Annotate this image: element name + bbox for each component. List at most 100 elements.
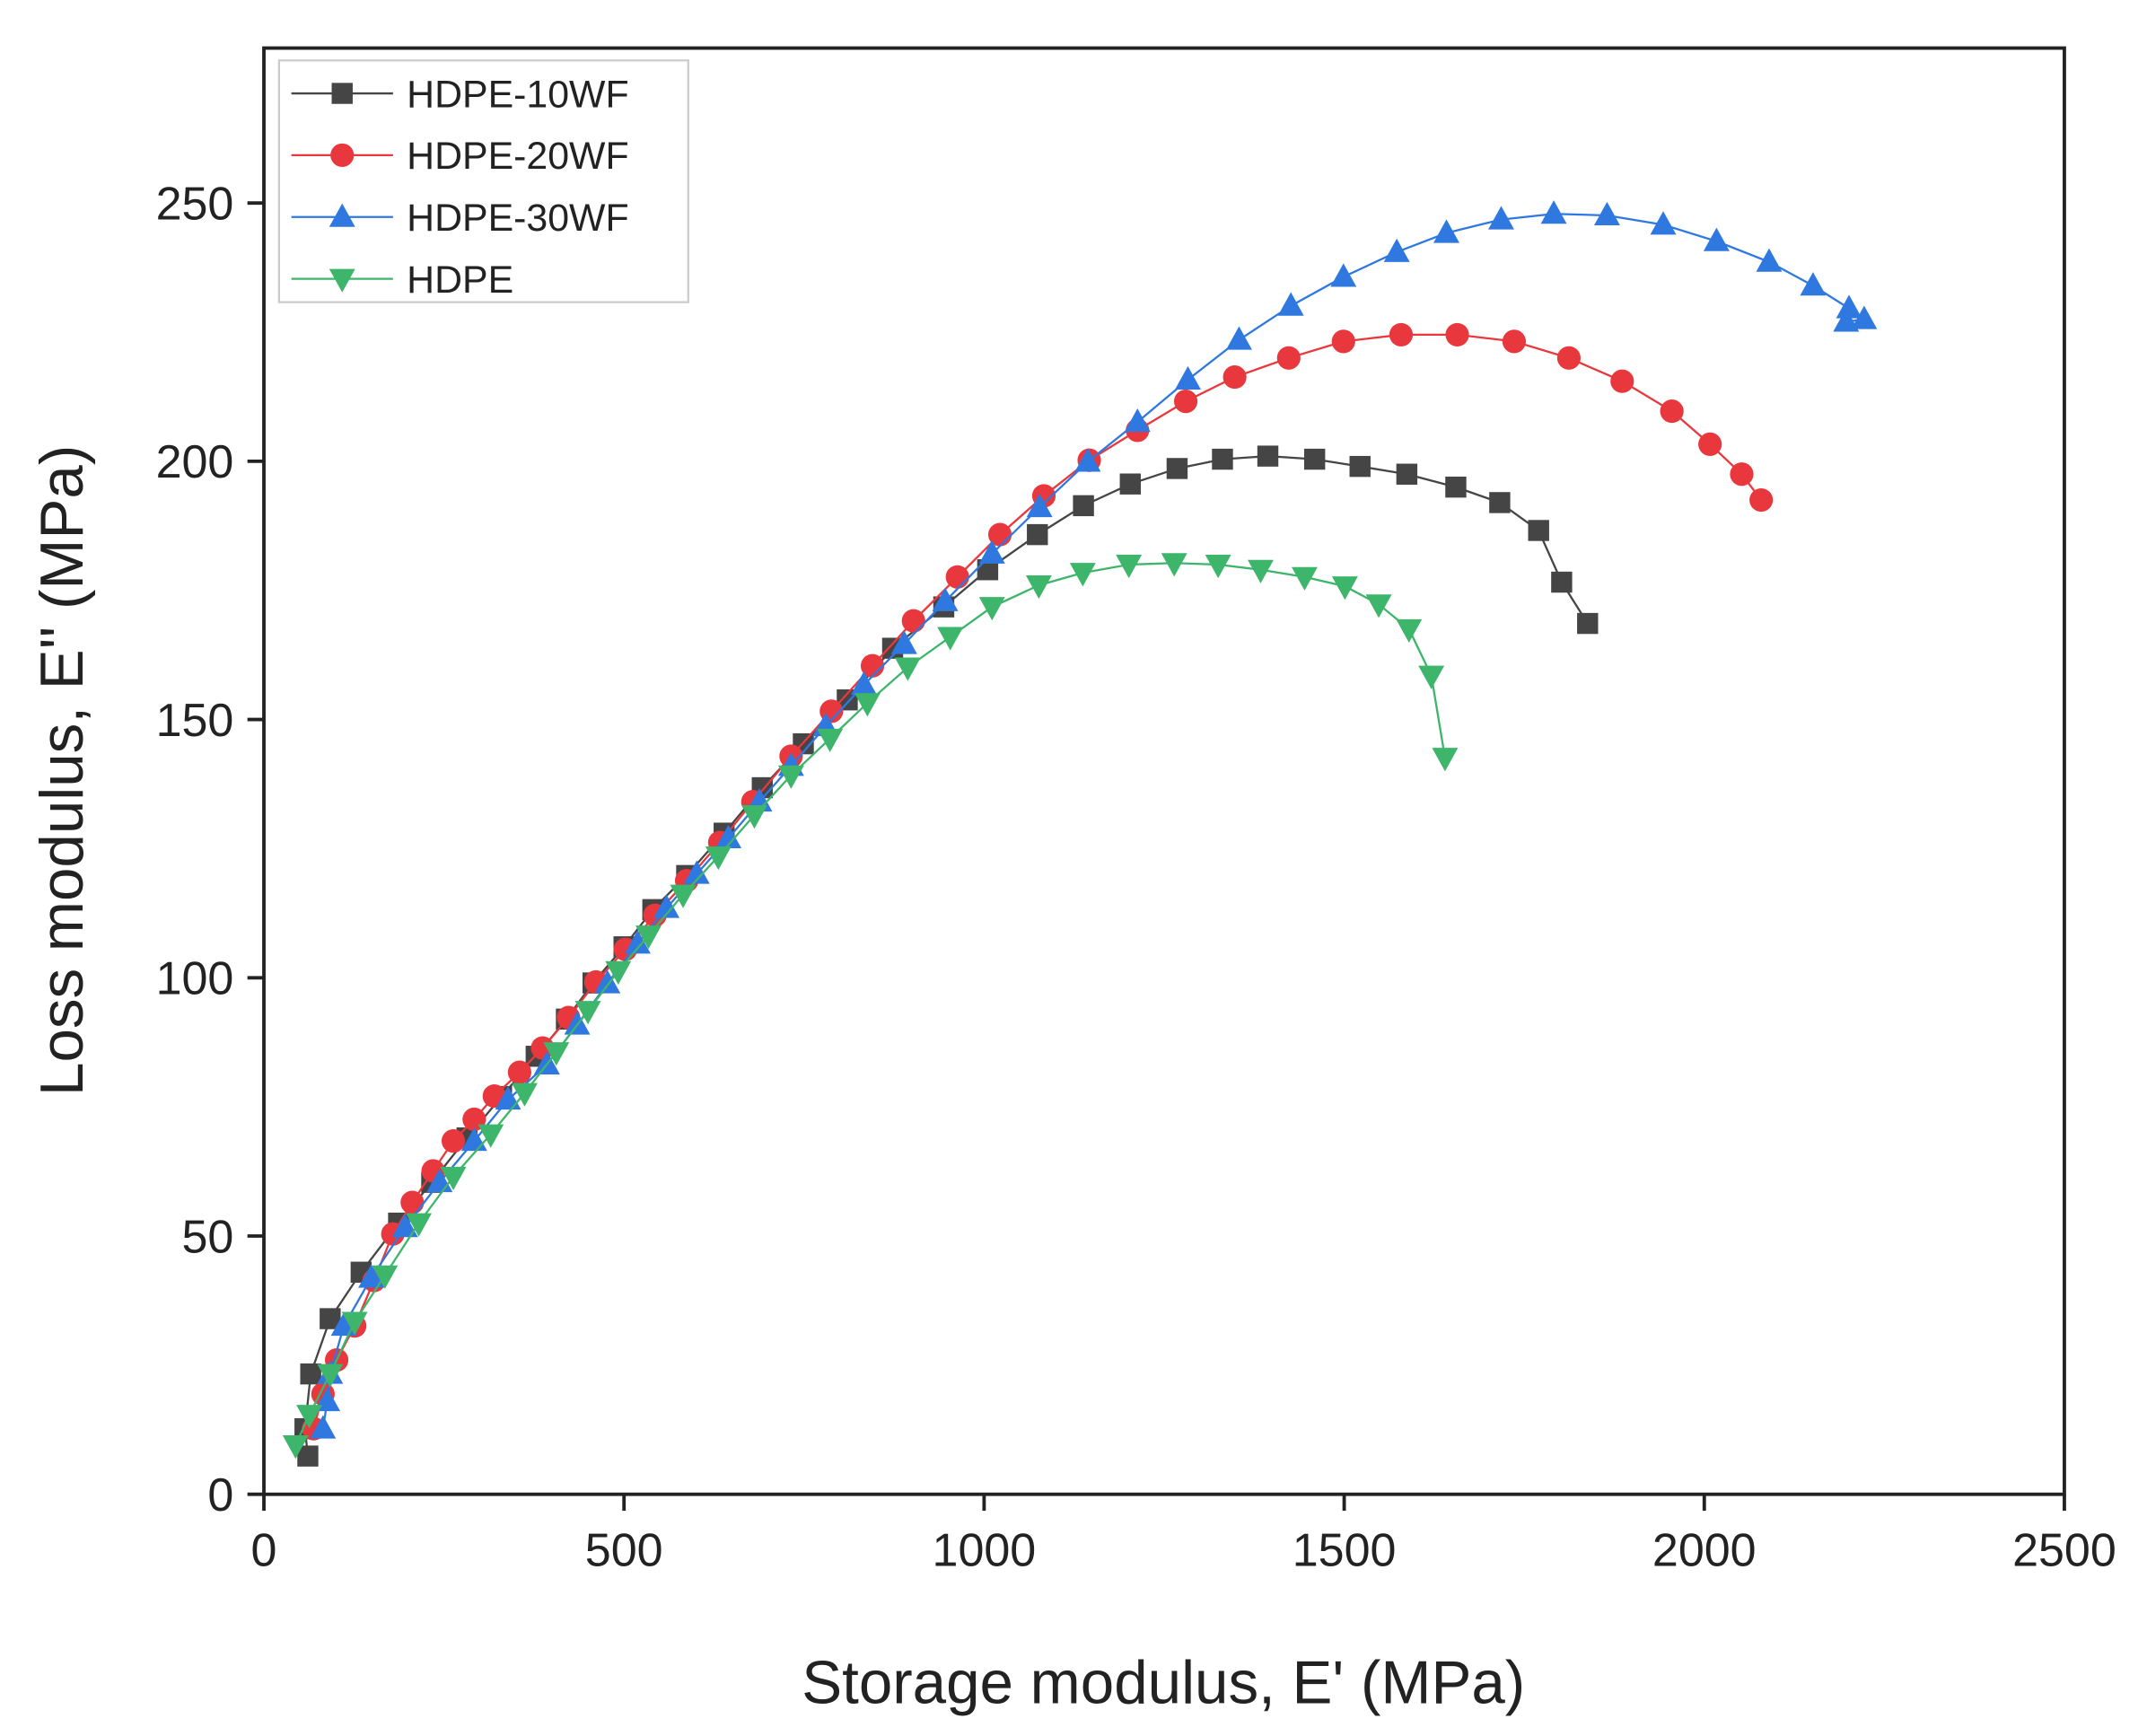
marker xyxy=(1756,248,1783,272)
marker xyxy=(300,1363,321,1385)
marker xyxy=(1833,308,1860,332)
marker xyxy=(901,609,925,633)
marker xyxy=(1418,665,1445,689)
marker xyxy=(1445,322,1469,346)
x-axis-title: Storage modulus, E' (MPa) xyxy=(802,1649,1525,1716)
marker xyxy=(715,824,742,848)
marker xyxy=(1349,455,1371,478)
marker xyxy=(1331,329,1355,354)
marker xyxy=(1432,748,1459,772)
marker xyxy=(507,1060,531,1084)
marker xyxy=(1800,272,1827,296)
marker xyxy=(850,671,877,696)
marker xyxy=(932,587,959,611)
marker xyxy=(1025,574,1052,600)
marker xyxy=(1610,369,1634,393)
x-tick-label: 500 xyxy=(585,1524,663,1576)
legend-label: HDPE xyxy=(407,259,513,302)
marker xyxy=(1119,473,1141,495)
marker xyxy=(1257,445,1279,467)
marker xyxy=(440,1166,467,1190)
series-line xyxy=(321,213,1865,1429)
marker xyxy=(1577,612,1599,635)
legend-label: HDPE-30WF xyxy=(407,197,628,240)
marker xyxy=(1593,201,1620,226)
marker xyxy=(1161,553,1187,577)
marker xyxy=(574,1001,601,1025)
marker xyxy=(1222,365,1247,390)
marker xyxy=(1277,292,1304,316)
marker xyxy=(1445,476,1467,498)
marker xyxy=(635,925,662,950)
marker xyxy=(1276,346,1301,370)
marker xyxy=(1396,463,1418,485)
marker xyxy=(1698,432,1722,456)
marker xyxy=(1116,554,1143,579)
x-tick-label: 1000 xyxy=(933,1524,1037,1576)
x-tick-label: 0 xyxy=(251,1524,277,1576)
legend-marker xyxy=(331,83,353,104)
marker xyxy=(341,1311,368,1336)
marker xyxy=(817,728,844,753)
marker xyxy=(683,860,710,884)
marker xyxy=(1551,571,1573,593)
legend-marker xyxy=(329,268,355,293)
x-tick-label: 2000 xyxy=(1652,1524,1757,1576)
y-tick-label: 100 xyxy=(156,953,234,1005)
marker xyxy=(705,846,732,871)
marker xyxy=(945,565,969,589)
marker xyxy=(1540,200,1567,224)
y-tick-label: 0 xyxy=(207,1469,233,1521)
x-tick-label: 2500 xyxy=(2012,1524,2116,1576)
marker xyxy=(594,969,621,994)
marker xyxy=(1248,559,1274,583)
marker xyxy=(1027,523,1048,546)
legend-label: HDPE-20WF xyxy=(407,135,628,178)
marker xyxy=(1749,487,1774,513)
marker xyxy=(282,1435,309,1460)
marker xyxy=(978,597,1005,621)
marker xyxy=(1026,493,1053,518)
legend-marker xyxy=(330,143,355,167)
marker xyxy=(1851,305,1878,329)
marker xyxy=(406,1213,432,1237)
y-tick-label: 50 xyxy=(182,1211,234,1263)
marker xyxy=(1396,618,1423,644)
marker xyxy=(653,894,680,918)
marker xyxy=(1073,495,1094,517)
marker xyxy=(1502,329,1527,354)
legend-marker xyxy=(329,203,355,227)
marker xyxy=(1303,448,1326,470)
y-tick-label: 200 xyxy=(156,436,234,488)
marker xyxy=(740,805,767,829)
marker xyxy=(1365,594,1392,618)
marker xyxy=(372,1265,399,1289)
marker xyxy=(297,1445,319,1467)
marker xyxy=(1730,462,1754,487)
marker xyxy=(937,627,964,651)
marker xyxy=(358,1264,385,1288)
marker xyxy=(543,1042,570,1066)
marker xyxy=(1433,219,1459,243)
y-tick-label: 150 xyxy=(156,695,234,747)
marker xyxy=(854,693,881,717)
marker xyxy=(1074,448,1101,472)
marker xyxy=(320,1308,341,1329)
marker xyxy=(310,1415,337,1439)
marker xyxy=(441,1129,466,1153)
x-tick-label: 1500 xyxy=(1293,1524,1397,1576)
plot-frame xyxy=(262,46,2066,1496)
marker xyxy=(978,539,1005,564)
marker xyxy=(564,1011,591,1035)
marker xyxy=(1489,492,1511,513)
marker xyxy=(1331,576,1358,601)
marker xyxy=(317,1363,344,1388)
marker xyxy=(1173,390,1198,414)
marker xyxy=(478,1124,504,1148)
marker xyxy=(1225,326,1252,350)
marker xyxy=(624,930,651,954)
marker xyxy=(1650,211,1677,235)
legend-label: HDPE-10WF xyxy=(407,73,628,116)
marker xyxy=(1488,206,1514,230)
